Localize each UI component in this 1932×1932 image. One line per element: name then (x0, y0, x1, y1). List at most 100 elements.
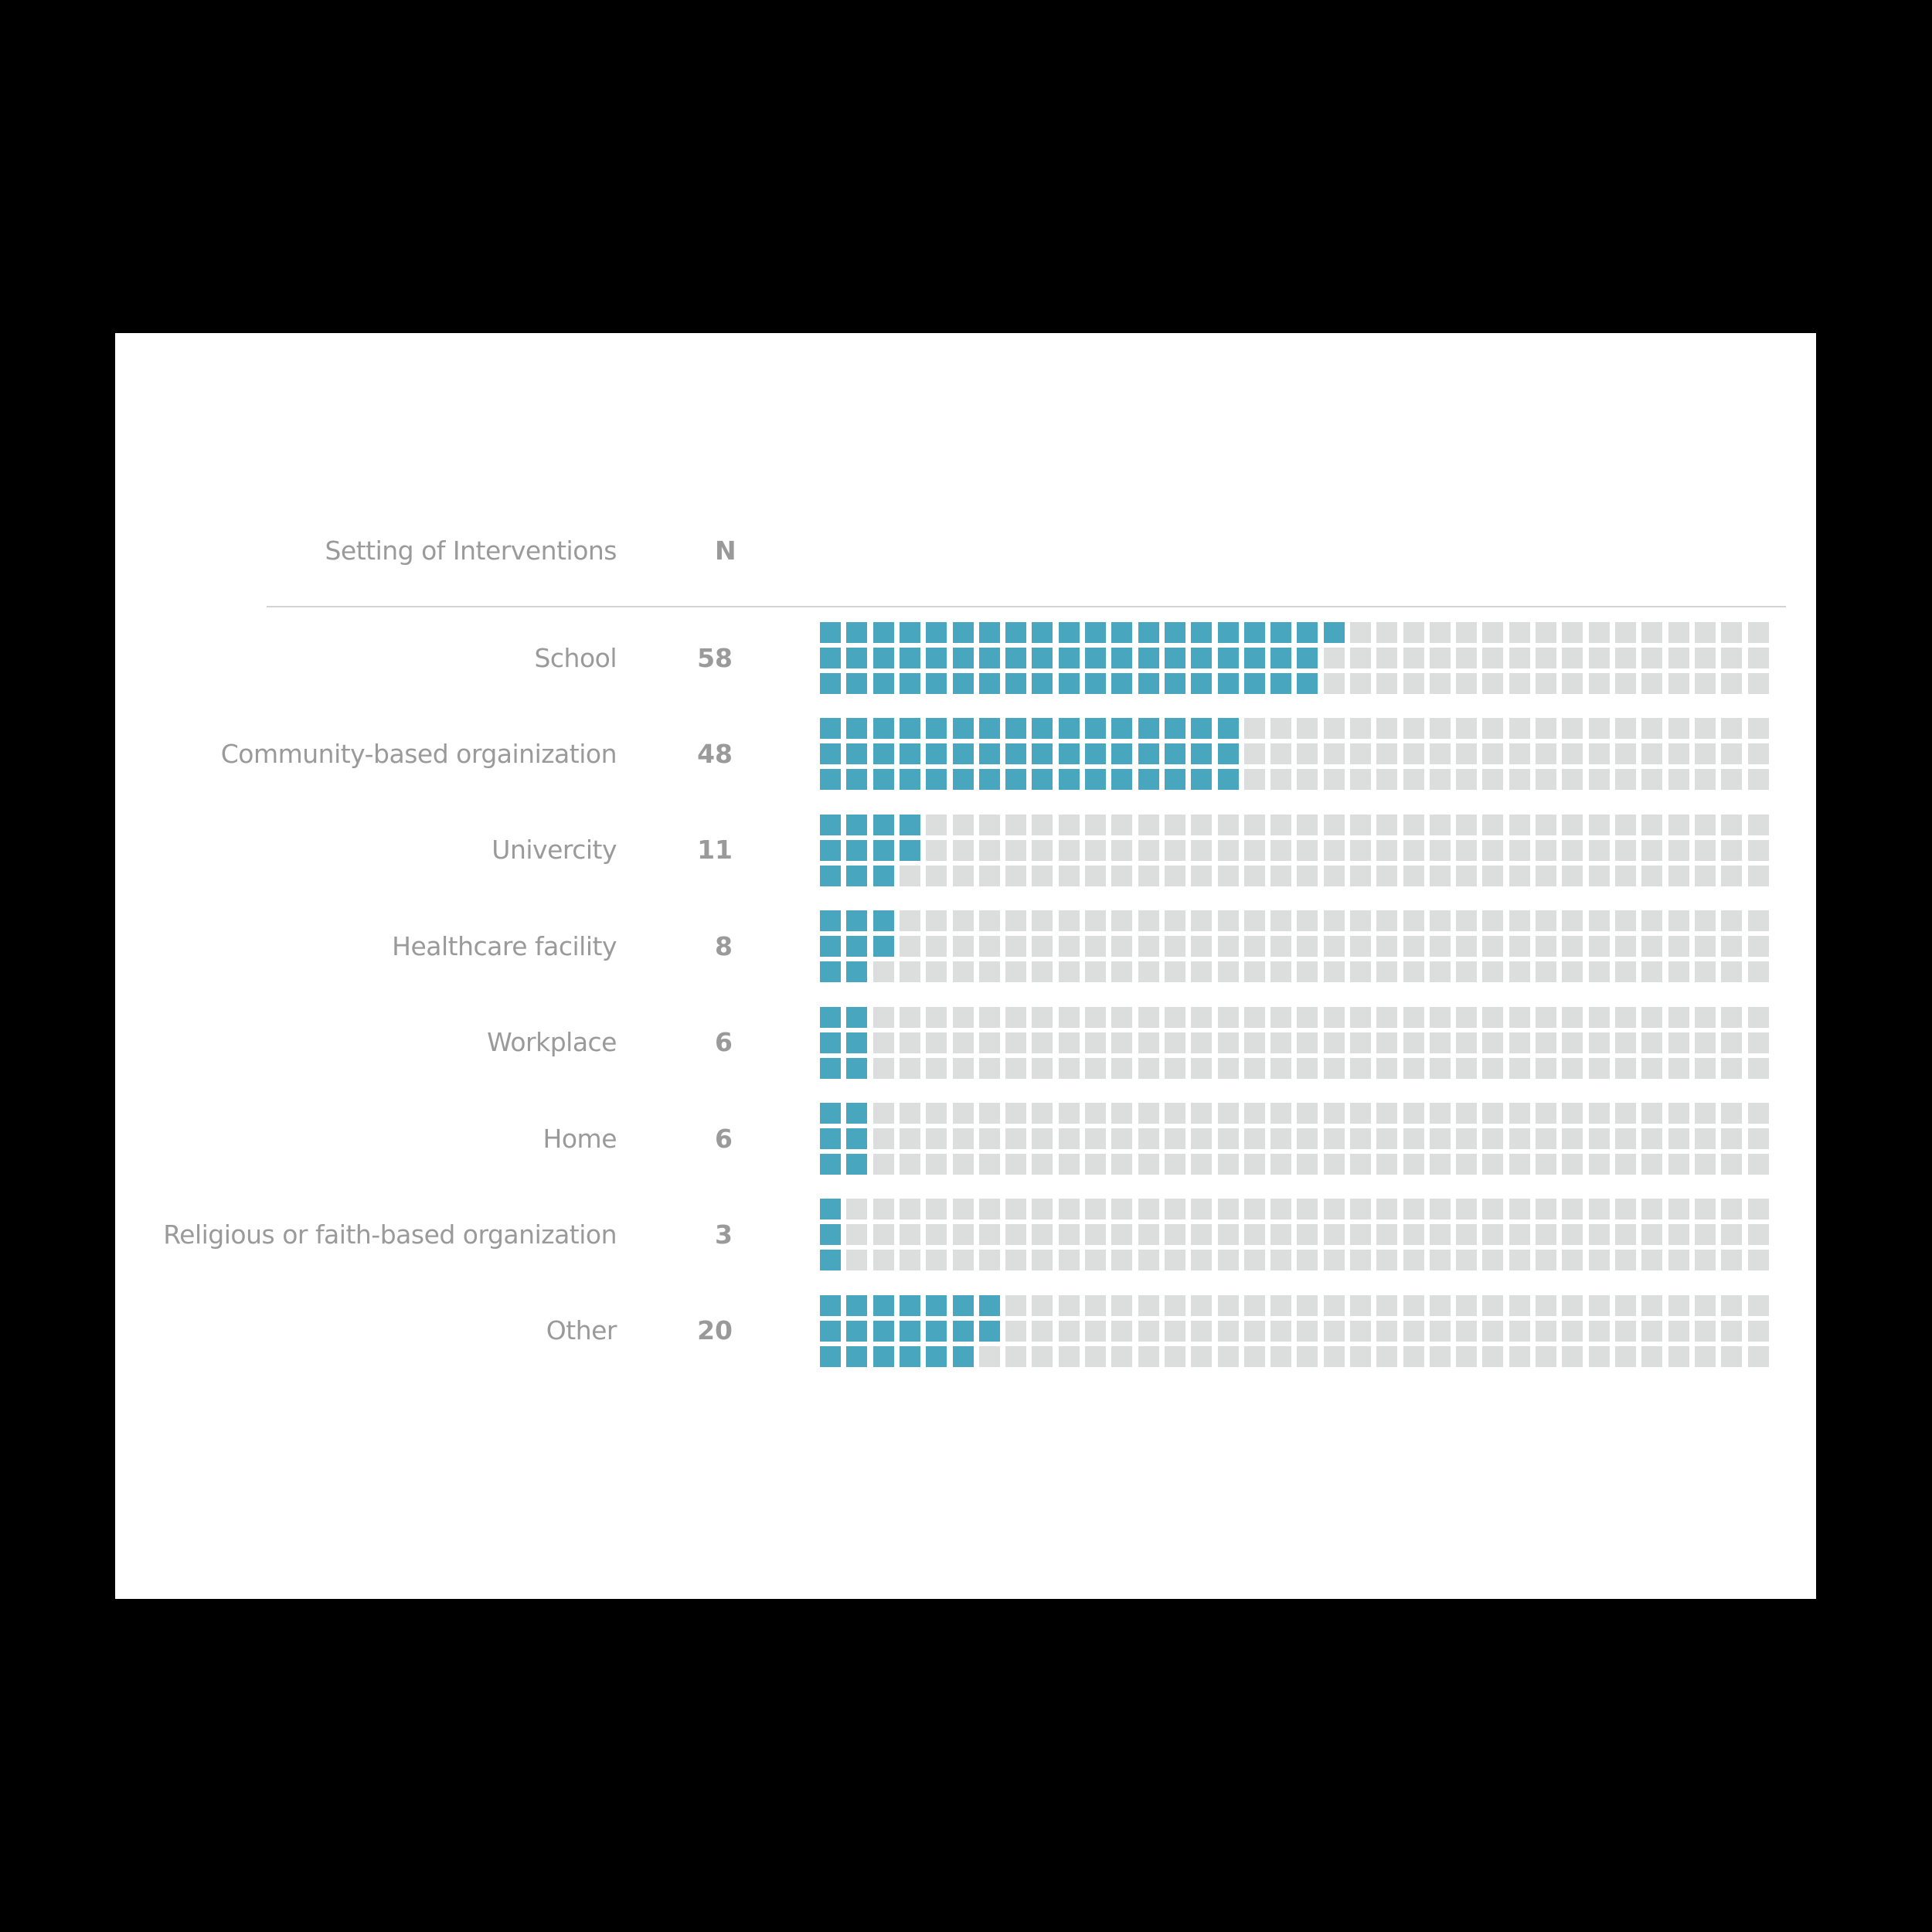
empty-cell (1032, 839, 1053, 861)
empty-cell (979, 1128, 1000, 1149)
empty-cell (1748, 769, 1769, 791)
filled-cell (846, 1032, 867, 1053)
empty-cell (1270, 910, 1291, 932)
empty-cell (1641, 1103, 1662, 1124)
empty-cell (1270, 743, 1291, 765)
empty-cell (1297, 1199, 1318, 1220)
empty-cell (1482, 1103, 1503, 1124)
empty-cell (1085, 1199, 1106, 1220)
filled-cell (1244, 673, 1265, 694)
empty-cell (1191, 814, 1212, 835)
empty-cell (1376, 673, 1397, 694)
empty-cell (1562, 1294, 1583, 1316)
empty-cell (1456, 814, 1477, 835)
empty-cell (1191, 961, 1212, 983)
empty-cell (1589, 648, 1610, 668)
empty-cell (1059, 1032, 1080, 1053)
empty-cell (1297, 1250, 1318, 1271)
empty-cell (1191, 839, 1212, 861)
filled-cell (1085, 673, 1106, 694)
empty-cell (953, 936, 974, 957)
empty-cell (1350, 1057, 1371, 1079)
empty-cell (953, 1103, 974, 1124)
empty-cell (1721, 961, 1742, 983)
filled-cell (926, 1345, 947, 1367)
empty-cell (900, 910, 920, 932)
filled-cell (1138, 718, 1159, 740)
empty-cell (1641, 961, 1662, 983)
empty-cell (1218, 910, 1239, 932)
empty-cell (1005, 839, 1026, 861)
empty-cell (873, 1250, 894, 1271)
filled-cell (846, 865, 867, 886)
filled-cell (926, 622, 947, 643)
empty-cell (1430, 1057, 1451, 1079)
filled-cell (953, 673, 974, 694)
empty-cell (1403, 648, 1424, 668)
empty-cell (1536, 648, 1556, 668)
empty-cell (1668, 648, 1689, 668)
empty-cell (900, 1032, 920, 1053)
empty-cell (1509, 1057, 1530, 1079)
empty-cell (1111, 814, 1132, 835)
empty-cell (1482, 673, 1503, 694)
empty-cell (1403, 814, 1424, 835)
empty-cell (1085, 1294, 1106, 1316)
empty-cell (900, 936, 920, 957)
empty-cell (1059, 936, 1080, 957)
empty-cell (1218, 865, 1239, 886)
empty-cell (979, 814, 1000, 835)
empty-cell (1350, 622, 1371, 643)
empty-cell (1270, 1032, 1291, 1053)
empty-cell (1297, 910, 1318, 932)
empty-cell (1165, 1224, 1185, 1246)
empty-cell (1165, 1103, 1185, 1124)
empty-cell (1111, 961, 1132, 983)
empty-cell (1403, 961, 1424, 983)
empty-cell (900, 1199, 920, 1220)
empty-cell (900, 1224, 920, 1246)
filled-cell (873, 1320, 894, 1342)
empty-cell (953, 910, 974, 932)
empty-cell (1403, 1320, 1424, 1342)
filled-cell (1324, 622, 1345, 643)
empty-cell (1165, 1199, 1185, 1220)
empty-cell (1350, 1320, 1371, 1342)
empty-cell (1641, 1006, 1662, 1028)
empty-cell (1536, 1294, 1556, 1316)
empty-cell (1005, 1224, 1026, 1246)
filled-cell (820, 648, 841, 668)
empty-cell (1376, 718, 1397, 740)
empty-cell (1403, 1199, 1424, 1220)
row-label: School (534, 642, 617, 673)
empty-cell (1430, 673, 1451, 694)
filled-cell (820, 718, 841, 740)
empty-cell (1430, 1320, 1451, 1342)
empty-cell (1668, 936, 1689, 957)
empty-cell (1324, 1154, 1345, 1175)
empty-cell (1059, 1250, 1080, 1271)
empty-cell (1562, 1128, 1583, 1149)
empty-cell (1059, 1103, 1080, 1124)
empty-cell (1111, 1320, 1132, 1342)
empty-cell (1085, 1345, 1106, 1367)
empty-cell (1589, 865, 1610, 886)
empty-cell (1641, 1224, 1662, 1246)
filled-cell (820, 1224, 841, 1246)
empty-cell (1536, 1154, 1556, 1175)
empty-cell (1456, 865, 1477, 886)
filled-cell (1111, 673, 1132, 694)
empty-cell (1376, 1006, 1397, 1028)
filled-cell (820, 910, 841, 932)
empty-cell (1111, 1006, 1132, 1028)
empty-cell (1111, 1345, 1132, 1367)
empty-cell (1589, 1154, 1610, 1175)
empty-cell (1085, 1224, 1106, 1246)
empty-cell (1032, 1224, 1053, 1246)
empty-cell (1165, 1250, 1185, 1271)
filled-cell (1085, 743, 1106, 765)
empty-cell (1138, 1199, 1159, 1220)
empty-cell (1005, 1154, 1026, 1175)
empty-cell (1403, 1154, 1424, 1175)
empty-cell (1748, 1199, 1769, 1220)
